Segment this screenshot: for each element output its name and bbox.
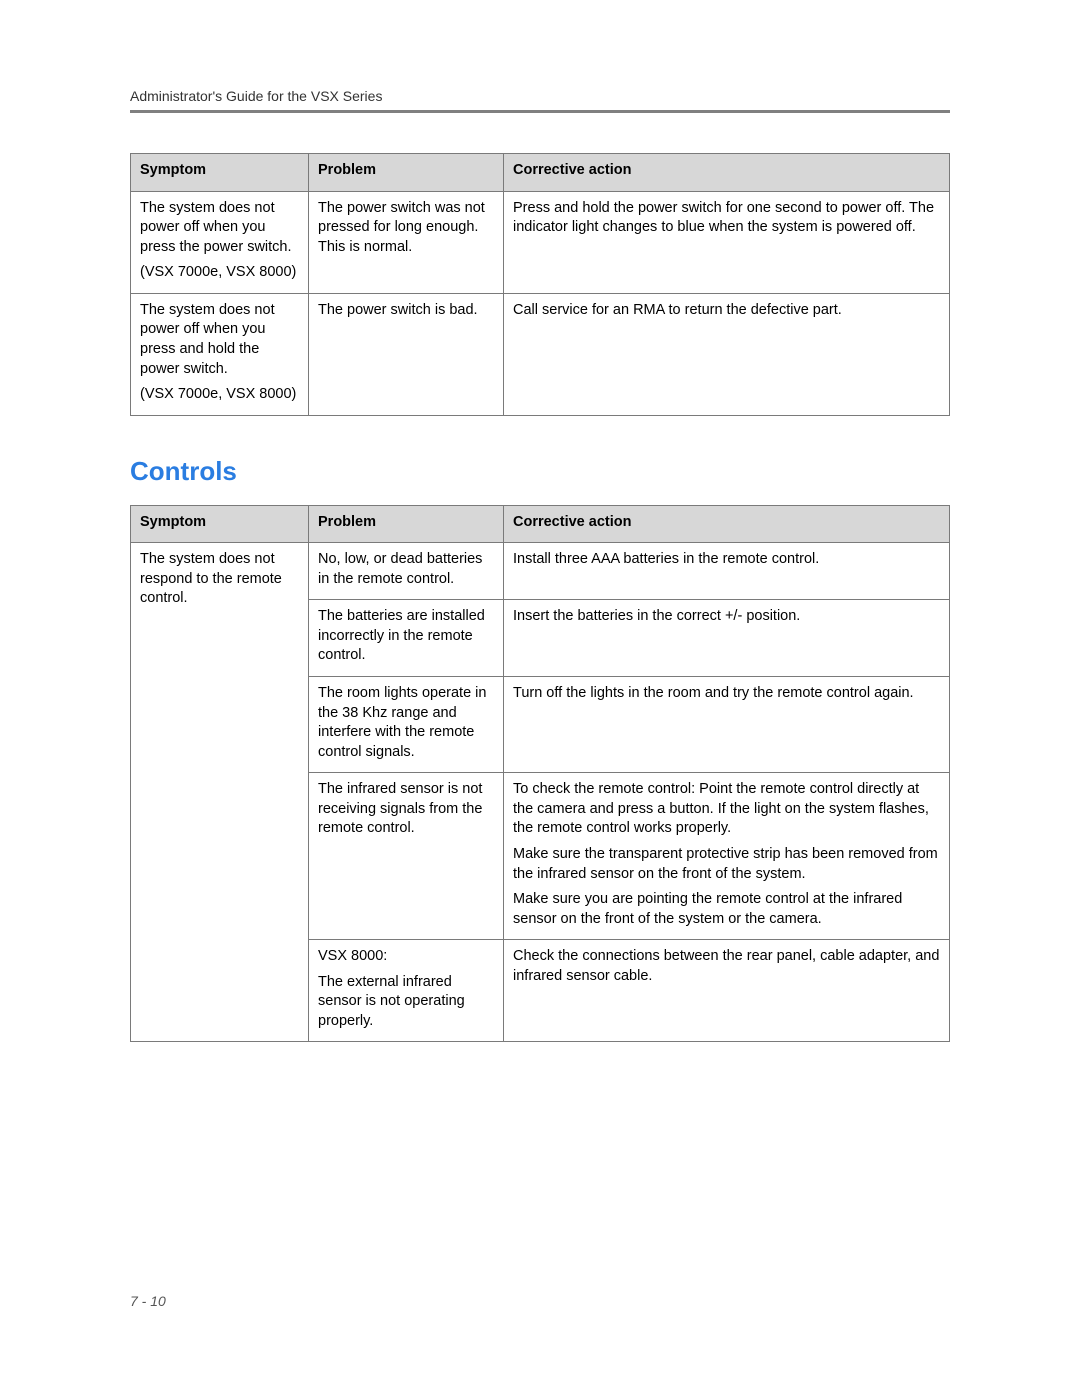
cell-paragraph: The system does not respond to the remot… <box>140 550 299 609</box>
col-header-symptom: Symptom <box>131 505 309 543</box>
cell-paragraph: To check the remote control: Point the r… <box>513 780 940 839</box>
cell-paragraph: Check the connections between the rear p… <box>513 947 940 986</box>
header-rule <box>130 110 950 113</box>
cell-paragraph: Call service for an RMA to return the de… <box>513 301 940 321</box>
cell-problem: The room lights operate in the 38 Khz ra… <box>309 677 504 773</box>
cell-paragraph: Insert the batteries in the correct +/- … <box>513 607 940 627</box>
cell-paragraph: The infrared sensor is not receiving sig… <box>318 780 494 839</box>
cell-paragraph: The external infrared sensor is not oper… <box>318 973 494 1032</box>
cell-symptom: The system does not power off when you p… <box>131 293 309 415</box>
table-header-row: Symptom Problem Corrective action <box>131 154 950 192</box>
col-header-problem: Problem <box>309 505 504 543</box>
table1-body: The system does not power off when you p… <box>131 191 950 415</box>
cell-paragraph: The power switch is bad. <box>318 301 494 321</box>
cell-action: Press and hold the power switch for one … <box>504 191 950 293</box>
cell-action: Check the connections between the rear p… <box>504 940 950 1042</box>
table-row: The system does not respond to the remot… <box>131 543 950 600</box>
cell-paragraph: The batteries are installed incorrectly … <box>318 607 494 666</box>
table-row: The system does not power off when you p… <box>131 293 950 415</box>
cell-paragraph: No, low, or dead batteries in the remote… <box>318 550 494 589</box>
table-row: The system does not power off when you p… <box>131 191 950 293</box>
section-heading-controls: Controls <box>130 456 950 487</box>
cell-paragraph: The room lights operate in the 38 Khz ra… <box>318 684 494 762</box>
cell-problem: VSX 8000: The external infrared sensor is… <box>309 940 504 1042</box>
cell-problem: No, low, or dead batteries in the remote… <box>309 543 504 600</box>
cell-paragraph: Install three AAA batteries in the remot… <box>513 550 940 570</box>
cell-paragraph: (VSX 7000e, VSX 8000) <box>140 263 299 283</box>
col-header-symptom: Symptom <box>131 154 309 192</box>
cell-paragraph: Make sure the transparent protective str… <box>513 845 940 884</box>
cell-paragraph: Make sure you are pointing the remote co… <box>513 890 940 929</box>
cell-action: Turn off the lights in the room and try … <box>504 677 950 773</box>
table-header-row: Symptom Problem Corrective action <box>131 505 950 543</box>
cell-paragraph: The power switch was not pressed for lon… <box>318 199 494 258</box>
troubleshoot-table-power: Symptom Problem Corrective action The sy… <box>130 153 950 416</box>
col-header-action: Corrective action <box>504 154 950 192</box>
troubleshoot-table-controls: Symptom Problem Corrective action The sy… <box>130 505 950 1043</box>
col-header-problem: Problem <box>309 154 504 192</box>
running-head: Administrator's Guide for the VSX Series <box>130 88 950 104</box>
document-page: Administrator's Guide for the VSX Series… <box>0 0 1080 1042</box>
cell-problem: The batteries are installed incorrectly … <box>309 600 504 677</box>
cell-action: Call service for an RMA to return the de… <box>504 293 950 415</box>
cell-paragraph: VSX 8000: <box>318 947 494 967</box>
cell-problem: The power switch was not pressed for lon… <box>309 191 504 293</box>
cell-problem: The power switch is bad. <box>309 293 504 415</box>
cell-action: Install three AAA batteries in the remot… <box>504 543 950 600</box>
cell-symptom: The system does not respond to the remot… <box>131 543 309 1042</box>
cell-paragraph: Turn off the lights in the room and try … <box>513 684 940 704</box>
cell-paragraph: Press and hold the power switch for one … <box>513 199 940 238</box>
table2-body: The system does not respond to the remot… <box>131 543 950 1042</box>
page-number: 7 - 10 <box>130 1293 166 1309</box>
cell-symptom: The system does not power off when you p… <box>131 191 309 293</box>
cell-problem: The infrared sensor is not receiving sig… <box>309 773 504 940</box>
cell-paragraph: The system does not power off when you p… <box>140 199 299 258</box>
cell-paragraph: The system does not power off when you p… <box>140 301 299 379</box>
col-header-action: Corrective action <box>504 505 950 543</box>
cell-paragraph: (VSX 7000e, VSX 8000) <box>140 385 299 405</box>
cell-action: To check the remote control: Point the r… <box>504 773 950 940</box>
cell-action: Insert the batteries in the correct +/- … <box>504 600 950 677</box>
